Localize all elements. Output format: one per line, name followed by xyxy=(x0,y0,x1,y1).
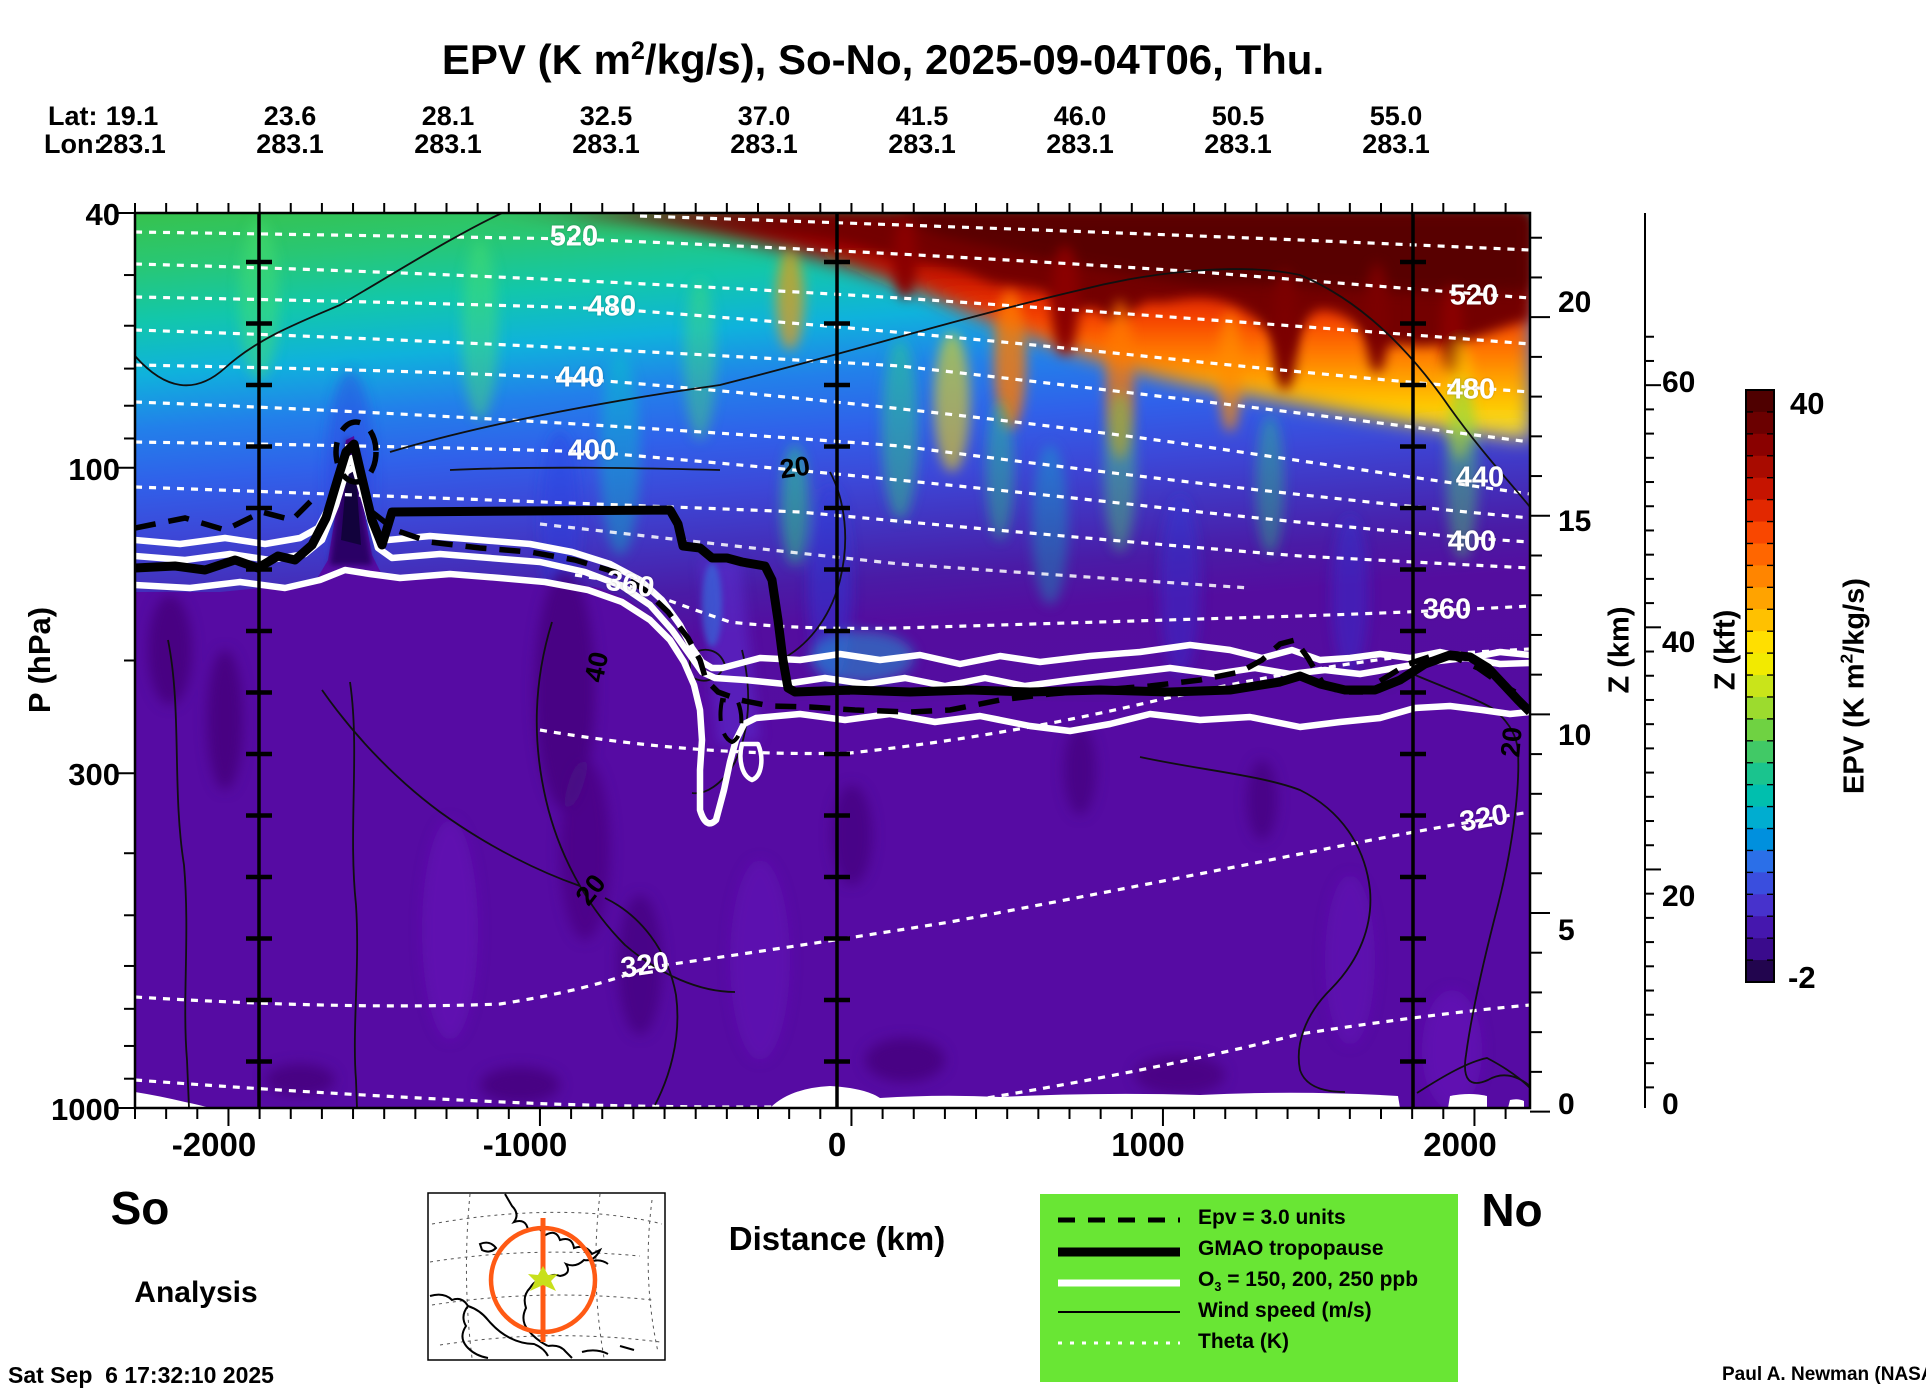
lon-tick: 283.1 xyxy=(98,129,166,159)
zkm-tick-10: 10 xyxy=(1558,719,1592,752)
zkft-tick-60: 60 xyxy=(1662,366,1696,399)
theta-label-360-right: 360 xyxy=(1422,593,1472,626)
lat-tick: 55.0 xyxy=(1369,101,1423,131)
theta-label-440-right: 440 xyxy=(1455,461,1505,494)
zkft-axis-label: Z (kft) xyxy=(1709,609,1742,691)
colorbar-border xyxy=(1745,389,1775,983)
lon-row-label: Lon: xyxy=(44,129,103,159)
credit-text: Paul A. Newman (NASA xyxy=(1722,1364,1926,1385)
lon-tick: 283.1 xyxy=(730,129,798,159)
lon-tick: 283.1 xyxy=(888,129,956,159)
map-graticule-lines xyxy=(429,1193,663,1359)
inset-map xyxy=(427,1192,666,1361)
dashed-line-icon xyxy=(1058,1217,1180,1223)
theta-label-520: 520 xyxy=(549,220,599,253)
page-title: EPV (K m2/kg/s), So-No, 2025-09-04T06, T… xyxy=(441,36,1325,83)
zkft-tick-0: 0 xyxy=(1662,1088,1679,1121)
lon-tick: 283.1 xyxy=(1204,129,1272,159)
pressure-tick-300: 300 xyxy=(68,757,120,792)
zkm-tick-20: 20 xyxy=(1558,286,1592,319)
axis-ticks xyxy=(117,203,1550,1126)
lat-tick: 23.6 xyxy=(263,101,317,131)
theta-label-400: 400 xyxy=(567,434,617,467)
map-coastline xyxy=(429,1193,635,1359)
lon-tick: 283.1 xyxy=(256,129,324,159)
warm-streaks xyxy=(776,218,1474,472)
lon-tick: 283.1 xyxy=(414,129,482,159)
colorbar-max-label: 40 xyxy=(1790,386,1825,421)
dotted-white-line-icon xyxy=(1058,1341,1180,1345)
reference-vertical-lines xyxy=(246,213,1426,1108)
purple-patches xyxy=(148,570,1482,1108)
zkft-tick-20: 20 xyxy=(1662,880,1696,913)
epv-filled-contours xyxy=(135,213,1530,1108)
zkm-tick-0: 0 xyxy=(1558,1088,1575,1121)
theta-label-440: 440 xyxy=(555,361,605,394)
lon-tick: 283.1 xyxy=(1362,129,1430,159)
south-endpoint-label: So xyxy=(110,1182,170,1234)
epv3-dashed-contour xyxy=(135,419,1517,745)
theta-label-520-right: 520 xyxy=(1449,279,1499,312)
theta-label-400-right: 400 xyxy=(1447,525,1497,558)
legend-row-theta: Theta (K) xyxy=(1040,1326,1458,1358)
kft-axis-ticks xyxy=(1645,335,1661,1089)
colorbar-axis-label: EPV (K m2/kg/s) xyxy=(1836,578,1871,794)
theta-label-480-right: 480 xyxy=(1446,373,1496,406)
north-endpoint-label: No xyxy=(1481,1184,1543,1236)
legend-box: Epv = 3.0 units GMAO tropopause O3 = 150… xyxy=(1040,1194,1458,1382)
zkm-axis-label: Z (km) xyxy=(1603,606,1636,694)
colorbar xyxy=(1746,389,1774,983)
legend-row-wind: Wind speed (m/s) xyxy=(1040,1295,1458,1327)
lat-tick: 41.5 xyxy=(895,101,949,131)
wind-label-40: 40 xyxy=(578,649,615,685)
legend-row-epv: Epv = 3.0 units xyxy=(1040,1202,1458,1234)
wind-label-20-upper: 20 xyxy=(777,450,812,485)
distance-tick: 2000 xyxy=(1423,1126,1497,1163)
white-line-icon xyxy=(1058,1279,1180,1287)
colorbar-min-label: -2 xyxy=(1788,960,1816,995)
timestamp: Sat Sep 6 17:32:10 2025 xyxy=(8,1362,274,1388)
gmao-tropopause-line xyxy=(135,439,1530,716)
legend-row-tropopause: GMAO tropopause xyxy=(1040,1233,1458,1265)
legend-row-ozone: O3 = 150, 200, 250 ppb xyxy=(1040,1264,1458,1296)
lat-tick: 28.1 xyxy=(421,101,475,131)
distance-tick: 1000 xyxy=(1111,1126,1185,1163)
pressure-tick-40: 40 xyxy=(85,197,120,232)
pressure-tick-100: 100 xyxy=(68,452,120,487)
pressure-axis-label: P (hPa) xyxy=(22,606,57,714)
troposphere-purple-region xyxy=(135,436,1530,1108)
zkft-tick-40: 40 xyxy=(1662,626,1696,659)
wind-label-20-right: 20 xyxy=(1495,725,1528,759)
distance-tick: -2000 xyxy=(171,1126,257,1163)
distance-tick: 0 xyxy=(827,1126,847,1163)
pressure-tick-1000: 1000 xyxy=(51,1092,120,1127)
lat-tick: 46.0 xyxy=(1053,101,1107,131)
distance-tick: -1000 xyxy=(482,1126,568,1163)
zkm-tick-5: 5 xyxy=(1558,914,1575,947)
distance-axis-label: Distance (km) xyxy=(728,1220,946,1257)
surface-cutouts xyxy=(135,1086,1524,1108)
analysis-label: Analysis xyxy=(134,1276,258,1309)
thin-black-line-icon xyxy=(1058,1311,1180,1313)
theta-label-320: 320 xyxy=(618,946,672,985)
lon-tick: 283.1 xyxy=(572,129,640,159)
map-center-star xyxy=(528,1266,558,1291)
lat-tick: 37.0 xyxy=(737,101,791,131)
lat-tick: 19.1 xyxy=(105,101,159,131)
zkm-tick-15: 15 xyxy=(1558,505,1592,538)
theta-label-480: 480 xyxy=(587,290,637,323)
thick-black-line-icon xyxy=(1058,1247,1180,1257)
lat-row-label: Lat: xyxy=(48,101,98,131)
lon-tick: 283.1 xyxy=(1046,129,1114,159)
lat-tick: 32.5 xyxy=(579,101,633,131)
lat-tick: 50.5 xyxy=(1211,101,1265,131)
